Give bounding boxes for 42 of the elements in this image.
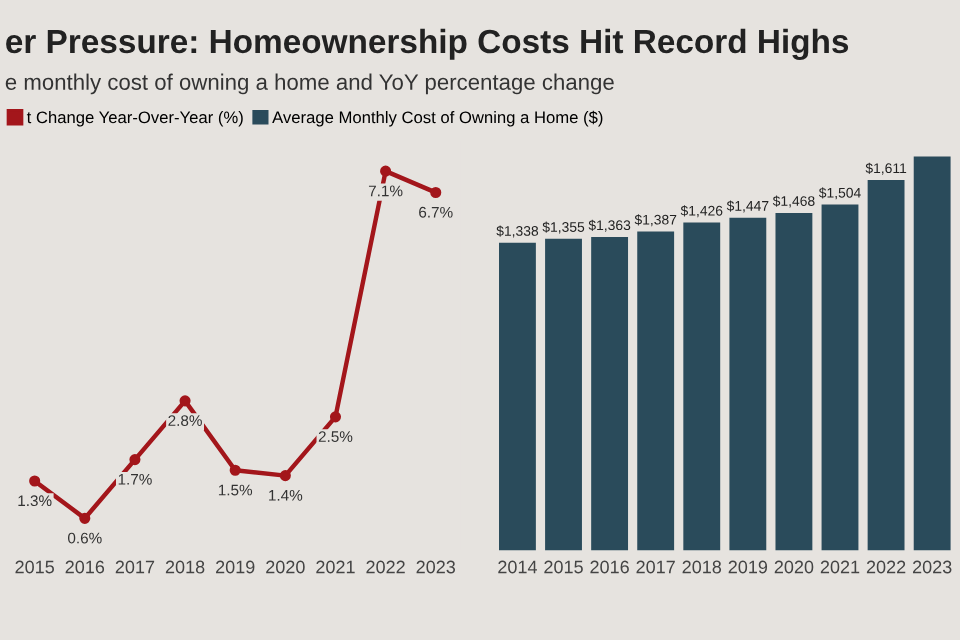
- chart-title: er Pressure: Homeownership Costs Hit Record Highs: [6, 28, 849, 61]
- x-tick-label: 2015: [15, 560, 54, 574]
- bar: [775, 212, 813, 551]
- x-tick-label: 2022: [866, 560, 906, 574]
- point: [329, 411, 342, 423]
- bar: [683, 222, 721, 551]
- bar: [913, 156, 951, 551]
- x-tick-label: 2020: [266, 560, 305, 574]
- x-tick-label: 2018: [682, 560, 722, 574]
- x-tick-label: 2016: [65, 560, 105, 574]
- x-tick-label: 2015: [544, 560, 583, 574]
- bar: [729, 217, 767, 551]
- x-tick-label: 2022: [366, 560, 405, 574]
- x-tick-label: 2017: [115, 560, 155, 574]
- x-tick-label: 2023: [912, 560, 952, 574]
- x-tick-label: 2019: [216, 560, 255, 574]
- bar: [821, 204, 859, 551]
- point: [129, 454, 141, 466]
- point: [179, 395, 191, 407]
- bar: [867, 180, 905, 551]
- bar: [545, 238, 582, 551]
- point: [79, 512, 91, 524]
- bar: [637, 231, 675, 551]
- x-tick-label: 2016: [590, 560, 629, 574]
- bar: [499, 242, 536, 551]
- point: [29, 475, 41, 487]
- point: [430, 186, 442, 199]
- x-tick-label: 2017: [636, 560, 675, 574]
- x-tick-label: 2014: [498, 560, 537, 574]
- legend-label: t Change Year-Over-Year (%): [26, 110, 243, 127]
- x-tick-label: 2021: [316, 560, 355, 574]
- chart-subtitle: e monthly cost of owning a home and YoY percentage change: [5, 73, 614, 95]
- point: [229, 464, 241, 476]
- x-tick-label: 2020: [774, 560, 814, 574]
- point: [279, 470, 291, 482]
- legend-label: Average Monthly Cost of Owning a Home ($): [272, 110, 603, 127]
- x-tick-label: 2023: [416, 560, 456, 574]
- x-tick-label: 2019: [728, 560, 768, 574]
- bar: [591, 237, 629, 551]
- x-tick-label: 2021: [820, 560, 860, 574]
- x-tick-label: 2018: [165, 560, 205, 574]
- point: [380, 165, 392, 177]
